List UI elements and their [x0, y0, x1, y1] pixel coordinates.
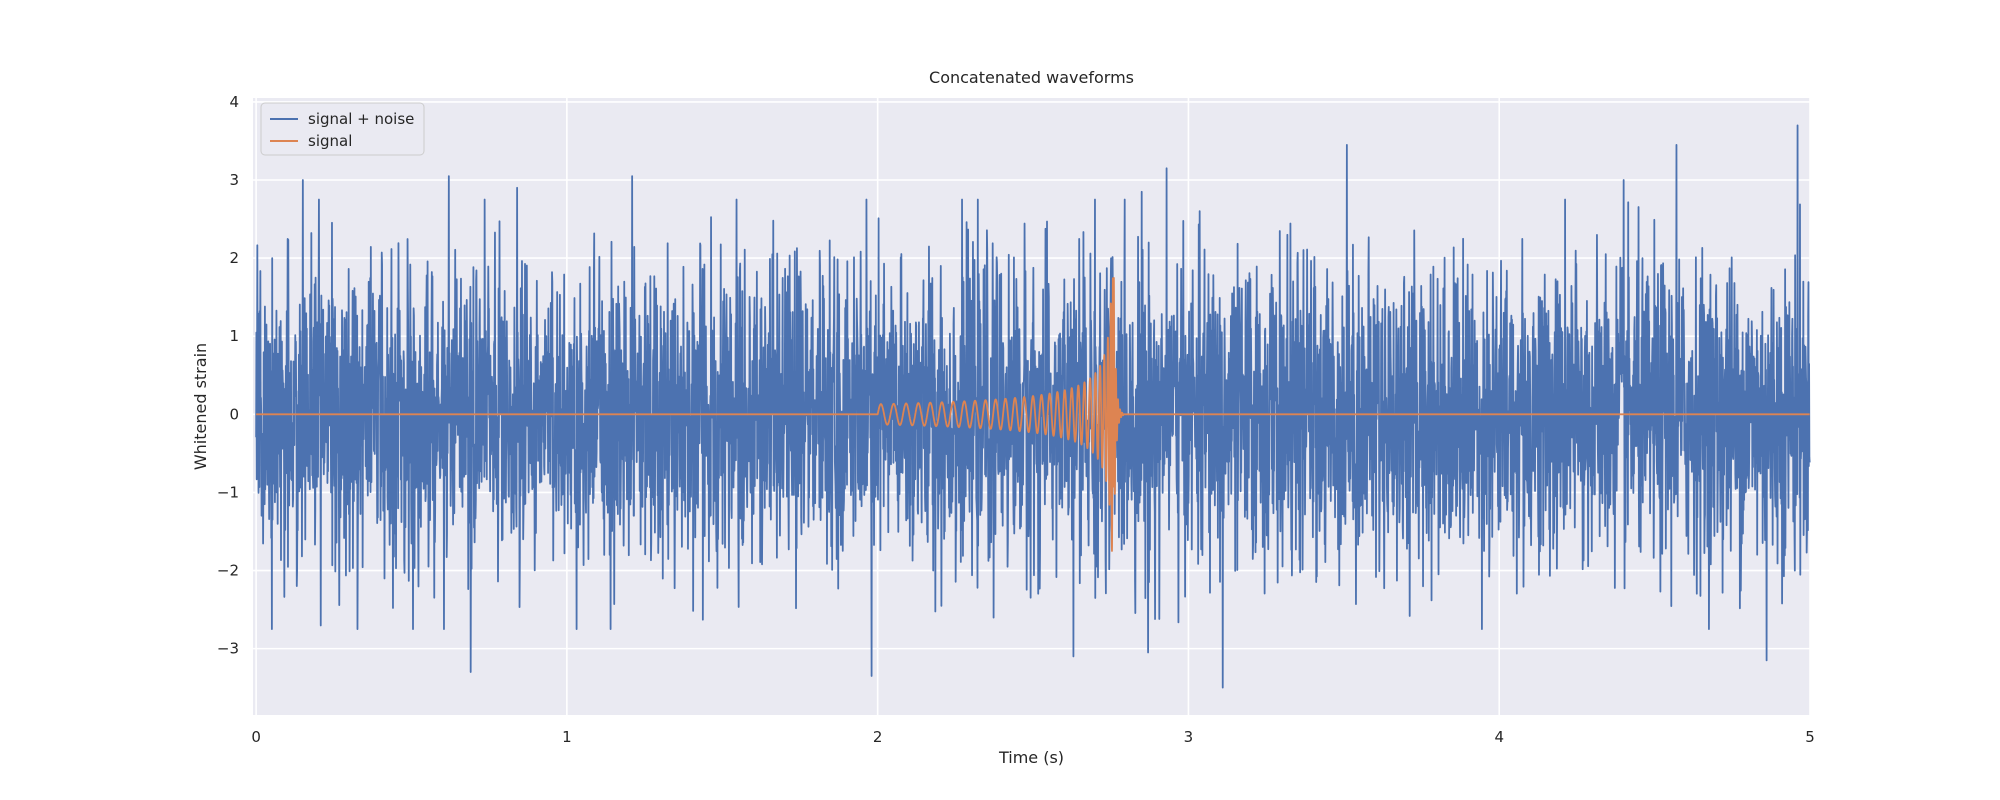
x-tick-label: 2 [873, 728, 883, 746]
y-tick-label: 0 [229, 405, 239, 423]
series-line-signal-noise [255, 124, 1811, 689]
y-tick-label: 2 [229, 249, 239, 267]
series-layer [255, 124, 1811, 689]
tick-labels: 0 1 2 3 4 5 −3 −2 −1 0 1 2 3 4 [217, 93, 1815, 746]
x-axis-label: Time (s) [998, 748, 1064, 767]
x-tick-label: 1 [562, 728, 572, 746]
y-tick-label: −1 [217, 483, 239, 501]
x-tick-label: 0 [251, 728, 261, 746]
x-tick-label: 3 [1184, 728, 1194, 746]
x-tick-label: 5 [1805, 728, 1815, 746]
y-tick-label: 3 [229, 171, 239, 189]
y-tick-label: −2 [217, 562, 239, 580]
y-tick-label: −3 [217, 640, 239, 658]
x-tick-label: 4 [1494, 728, 1504, 746]
legend-label-signal: signal [308, 132, 352, 150]
legend-box [260, 102, 425, 156]
y-tick-label: 1 [229, 327, 239, 345]
y-tick-label: 4 [229, 93, 239, 111]
chart-title: Concatenated waveforms [929, 68, 1134, 87]
series-line-signal [255, 276, 1811, 552]
legend-label-signal-noise: signal + noise [308, 110, 414, 128]
y-axis-label: Whitened strain [191, 343, 210, 470]
legend: signal + noise signal [260, 102, 425, 156]
